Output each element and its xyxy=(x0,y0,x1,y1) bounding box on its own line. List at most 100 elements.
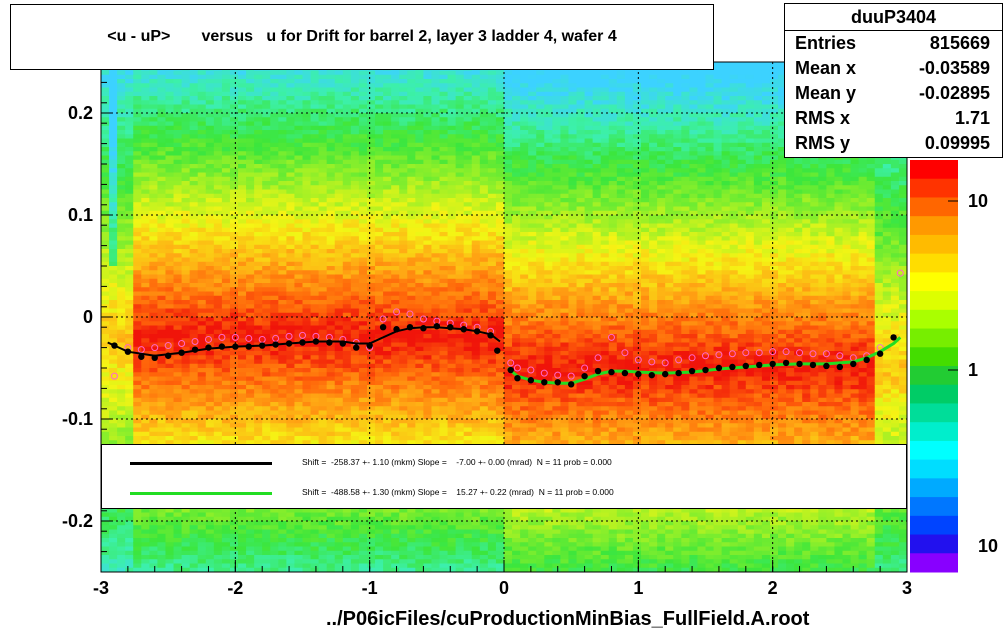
heat-cell xyxy=(350,198,360,203)
heat-cell xyxy=(189,236,199,242)
heat-cell xyxy=(366,410,376,416)
heat-cell xyxy=(334,274,344,280)
heat-cell xyxy=(157,291,167,297)
heat-cell xyxy=(342,308,352,314)
heat-cell xyxy=(358,104,368,110)
heat-cell xyxy=(318,210,328,216)
heat-cell xyxy=(375,376,384,382)
heat-cell xyxy=(415,134,424,140)
heat-cell xyxy=(157,270,167,276)
heat-cell xyxy=(109,283,118,288)
heat-cell xyxy=(383,338,392,344)
heat-cell xyxy=(278,210,287,216)
heat-cell xyxy=(350,96,360,101)
heat-cell xyxy=(383,385,392,390)
heat-cell xyxy=(383,185,392,191)
heat-cell xyxy=(189,74,199,80)
heat-cell xyxy=(149,142,159,148)
heat-cell xyxy=(391,253,400,259)
heat-cell xyxy=(342,172,352,178)
heat-cell xyxy=(358,244,368,250)
heat-cell xyxy=(350,142,360,148)
heat-cell xyxy=(342,168,352,174)
heat-cell xyxy=(302,164,312,169)
heat-cell xyxy=(213,359,223,365)
heat-cell xyxy=(205,355,215,361)
heat-cell xyxy=(246,317,255,322)
heat-cell xyxy=(181,521,191,526)
heat-cell xyxy=(213,529,223,535)
heat-cell xyxy=(294,227,304,233)
heat-cell xyxy=(109,147,118,152)
heat-cell xyxy=(246,91,255,97)
heat-cell xyxy=(270,142,279,148)
heat-cell xyxy=(407,512,416,518)
heat-cell xyxy=(197,521,207,526)
heat-cell xyxy=(334,300,344,305)
heat-cell xyxy=(286,198,296,203)
heat-cell xyxy=(294,312,304,318)
heat-cell xyxy=(350,130,360,135)
heat-cell xyxy=(229,151,239,157)
heat-cell xyxy=(415,117,424,123)
heat-cell xyxy=(197,546,207,552)
heat-cell xyxy=(221,516,231,522)
heat-cell xyxy=(213,113,223,118)
heat-cell xyxy=(125,414,134,420)
heat-cell xyxy=(101,329,110,335)
heat-cell xyxy=(358,389,368,395)
heat-cell xyxy=(302,83,312,89)
heat-cell xyxy=(407,440,416,446)
heat-cell xyxy=(173,130,183,135)
heat-cell xyxy=(326,431,336,437)
heat-cell xyxy=(238,351,247,356)
heat-cell xyxy=(358,529,368,535)
heat-cell xyxy=(294,508,304,514)
heat-cell xyxy=(205,533,215,539)
heat-cell xyxy=(141,185,150,191)
heat-cell xyxy=(270,385,279,390)
heat-cell xyxy=(181,236,191,242)
heat-cell xyxy=(278,440,287,446)
heat-cell xyxy=(109,295,118,301)
heat-cell xyxy=(423,249,433,254)
heat-cell xyxy=(213,329,223,335)
heat-cell xyxy=(229,414,239,420)
heat-cell xyxy=(197,185,207,191)
heat-cell xyxy=(101,83,110,89)
heat-cell xyxy=(117,372,126,378)
heat-cell xyxy=(109,546,118,552)
heat-cell xyxy=(246,351,255,356)
heat-cell xyxy=(286,168,296,174)
heat-cell xyxy=(205,121,215,127)
heat-cell xyxy=(181,550,191,556)
heat-cell xyxy=(101,317,110,322)
heat-cell xyxy=(334,87,344,93)
heat-cell xyxy=(173,538,183,543)
heat-cell xyxy=(310,244,320,250)
heat-cell xyxy=(262,215,271,220)
heat-cell xyxy=(125,521,134,526)
heat-cell xyxy=(415,219,424,225)
heat-cell xyxy=(197,249,207,254)
heat-cell xyxy=(149,219,159,225)
heat-cell xyxy=(358,240,368,246)
heat-cell xyxy=(101,431,110,437)
heat-cell xyxy=(391,376,400,382)
heat-cell xyxy=(286,274,296,280)
heat-cell xyxy=(238,393,247,399)
heat-cell xyxy=(221,397,231,403)
heat-cell xyxy=(415,376,424,382)
heat-cell xyxy=(254,542,263,548)
heat-cell xyxy=(366,117,376,123)
heat-cell xyxy=(109,291,118,297)
heat-cell xyxy=(165,291,175,297)
heat-cell xyxy=(431,70,441,76)
heat-cell xyxy=(407,227,416,233)
heat-cell xyxy=(141,159,150,165)
heat-cell xyxy=(229,512,239,518)
heat-cell xyxy=(407,427,416,433)
heat-cell xyxy=(350,79,360,84)
heat-cell xyxy=(286,410,296,416)
heat-cell xyxy=(141,91,150,97)
